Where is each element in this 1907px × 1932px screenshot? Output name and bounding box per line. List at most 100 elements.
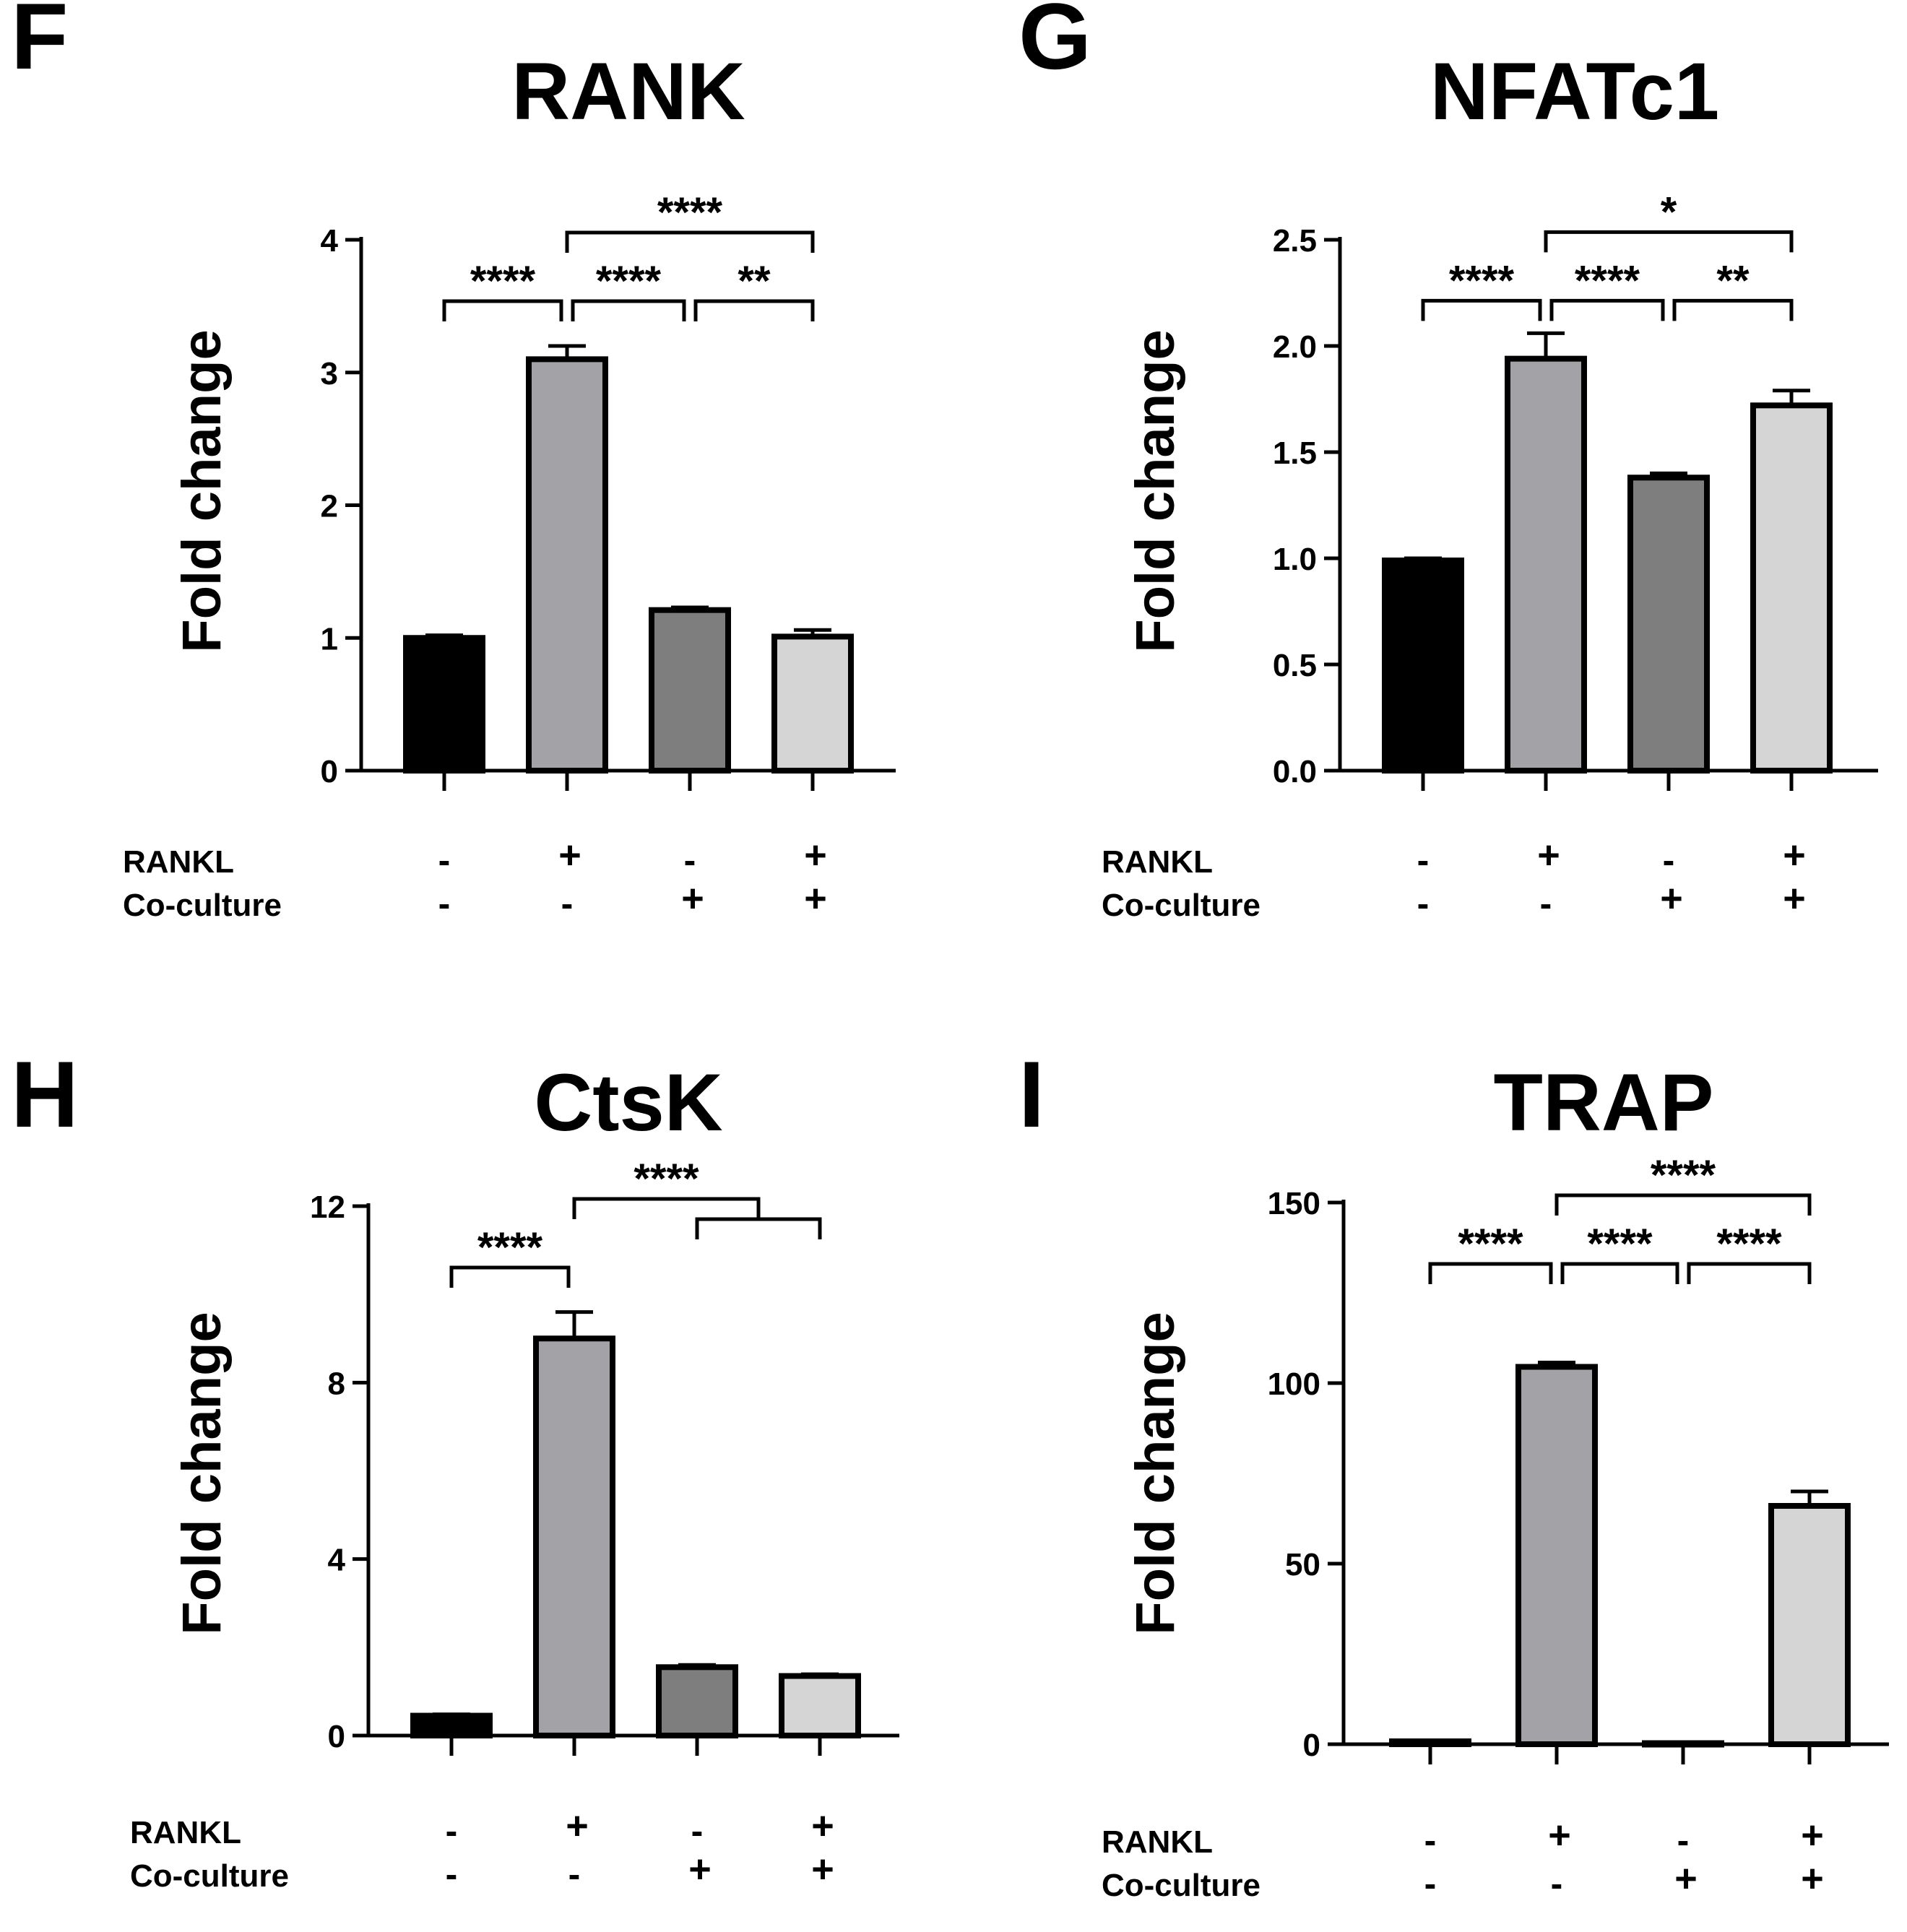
condition-symbol: - — [1677, 1820, 1690, 1860]
condition-symbol: - — [446, 1811, 458, 1851]
y-tick-label: 1.5 — [1273, 436, 1317, 471]
bar-2 — [1515, 1364, 1598, 1747]
condition-symbol: + — [1801, 1857, 1824, 1900]
condition-symbol: + — [1783, 877, 1806, 920]
panel-letter: I — [1019, 1041, 1045, 1147]
condition-symbol: - — [1551, 1863, 1563, 1904]
significance-bracket — [1421, 298, 1542, 321]
y-tick-label: 1 — [321, 621, 338, 657]
condition-symbol: - — [691, 1811, 704, 1851]
significance-bracket — [1554, 1193, 1812, 1216]
significance-label: **** — [657, 189, 723, 236]
y-tick-label: 0 — [328, 1719, 345, 1754]
condition-symbol: - — [1417, 840, 1430, 880]
significance-label: ** — [1716, 257, 1750, 304]
condition-symbol: - — [561, 883, 574, 924]
condition-symbol: - — [684, 840, 696, 880]
condition-symbol: - — [446, 1854, 458, 1894]
condition-symbol: + — [681, 877, 704, 920]
condition-label-rankl: RANKL — [1102, 844, 1213, 880]
condition-symbol: - — [1540, 883, 1552, 924]
significance-bracket — [1428, 1262, 1553, 1284]
significance-bracket-nested — [695, 1217, 822, 1239]
bar-3 — [1627, 475, 1710, 774]
significance-label: **** — [477, 1224, 543, 1271]
condition-label-rankl: RANKL — [123, 844, 234, 880]
y-tick-label: 2.5 — [1273, 223, 1317, 259]
condition-symbol: - — [1424, 1820, 1437, 1860]
condition-symbol: + — [688, 1847, 712, 1891]
bar-4 — [771, 633, 854, 774]
y-axis-label: Fold change — [1125, 1312, 1186, 1635]
significance-bracket — [572, 1197, 761, 1219]
significance-label: **** — [470, 258, 536, 305]
y-axis-label: Fold change — [171, 329, 233, 653]
bar-3 — [649, 607, 731, 774]
condition-symbol: + — [1674, 1857, 1698, 1900]
condition-label-co-culture: Co-culture — [123, 888, 282, 923]
y-axis-label: Fold change — [171, 1312, 233, 1635]
condition-symbol: + — [1548, 1814, 1571, 1857]
significance-bracket — [565, 230, 815, 253]
bar-4 — [779, 1673, 861, 1739]
significance-bracket — [571, 299, 686, 321]
panel-letter: H — [11, 1041, 79, 1147]
significance-label: **** — [1651, 1152, 1716, 1199]
significance-label: **** — [1575, 257, 1640, 304]
significance-bracket — [449, 1265, 571, 1288]
condition-label-rankl: RANKL — [130, 1815, 241, 1850]
significance-bracket — [693, 299, 815, 321]
bar-4 — [1768, 1503, 1851, 1747]
significance-label: * — [1661, 189, 1677, 235]
y-tick-label: 4 — [321, 223, 339, 259]
condition-symbol: + — [558, 833, 581, 877]
condition-symbol: + — [1660, 877, 1683, 920]
chart-title: TRAP — [1494, 1057, 1714, 1148]
condition-symbol: + — [804, 877, 827, 920]
significance-label: **** — [1449, 257, 1515, 304]
condition-symbol: + — [811, 1847, 834, 1891]
condition-label-co-culture: Co-culture — [1102, 888, 1260, 923]
bar-2 — [1505, 355, 1587, 774]
y-axis-label: Fold change — [1125, 329, 1186, 653]
bar-4 — [1750, 402, 1833, 774]
bar-1 — [410, 1712, 493, 1738]
y-tick-label: 4 — [328, 1543, 346, 1578]
panel-letter: G — [1019, 0, 1091, 89]
y-tick-label: 0.5 — [1273, 648, 1317, 683]
y-tick-label: 2 — [321, 489, 338, 524]
significance-label: **** — [1587, 1221, 1653, 1268]
significance-label: **** — [633, 1156, 699, 1203]
y-tick-label: 150 — [1268, 1186, 1320, 1221]
significance-bracket — [1544, 230, 1794, 253]
significance-bracket — [442, 299, 563, 321]
y-tick-label: 50 — [1285, 1547, 1320, 1582]
bar-2 — [526, 356, 608, 774]
chart-title: NFATc1 — [1430, 46, 1719, 137]
chart-panel-nfatc1: G NFATc1 Fold change 0.0 0.5 1.0 1.5 2.0 2.5 RANK… — [1019, 0, 1878, 924]
condition-symbol: + — [811, 1804, 834, 1847]
y-tick-label: 0 — [1303, 1728, 1320, 1763]
condition-symbol: + — [804, 833, 827, 877]
bar-1 — [403, 635, 485, 774]
y-tick-label: 12 — [310, 1190, 345, 1225]
condition-symbol: - — [438, 840, 451, 880]
condition-label-rankl: RANKL — [1102, 1824, 1213, 1860]
condition-symbol: - — [1424, 1863, 1437, 1904]
condition-symbol: - — [1663, 840, 1675, 880]
chart-title: RANK — [511, 46, 745, 137]
significance-label: ** — [738, 258, 771, 305]
y-tick-label: 1.0 — [1273, 542, 1317, 577]
bar-2 — [533, 1335, 615, 1738]
significance-bracket — [1549, 298, 1665, 321]
condition-symbol: + — [1801, 1814, 1824, 1857]
condition-symbol: + — [1783, 833, 1806, 877]
condition-symbol: - — [1417, 883, 1430, 924]
y-tick-label: 3 — [321, 356, 338, 391]
significance-bracket — [1687, 1262, 1812, 1284]
significance-bracket — [1560, 1262, 1679, 1284]
chart-title: CtsK — [534, 1057, 722, 1148]
